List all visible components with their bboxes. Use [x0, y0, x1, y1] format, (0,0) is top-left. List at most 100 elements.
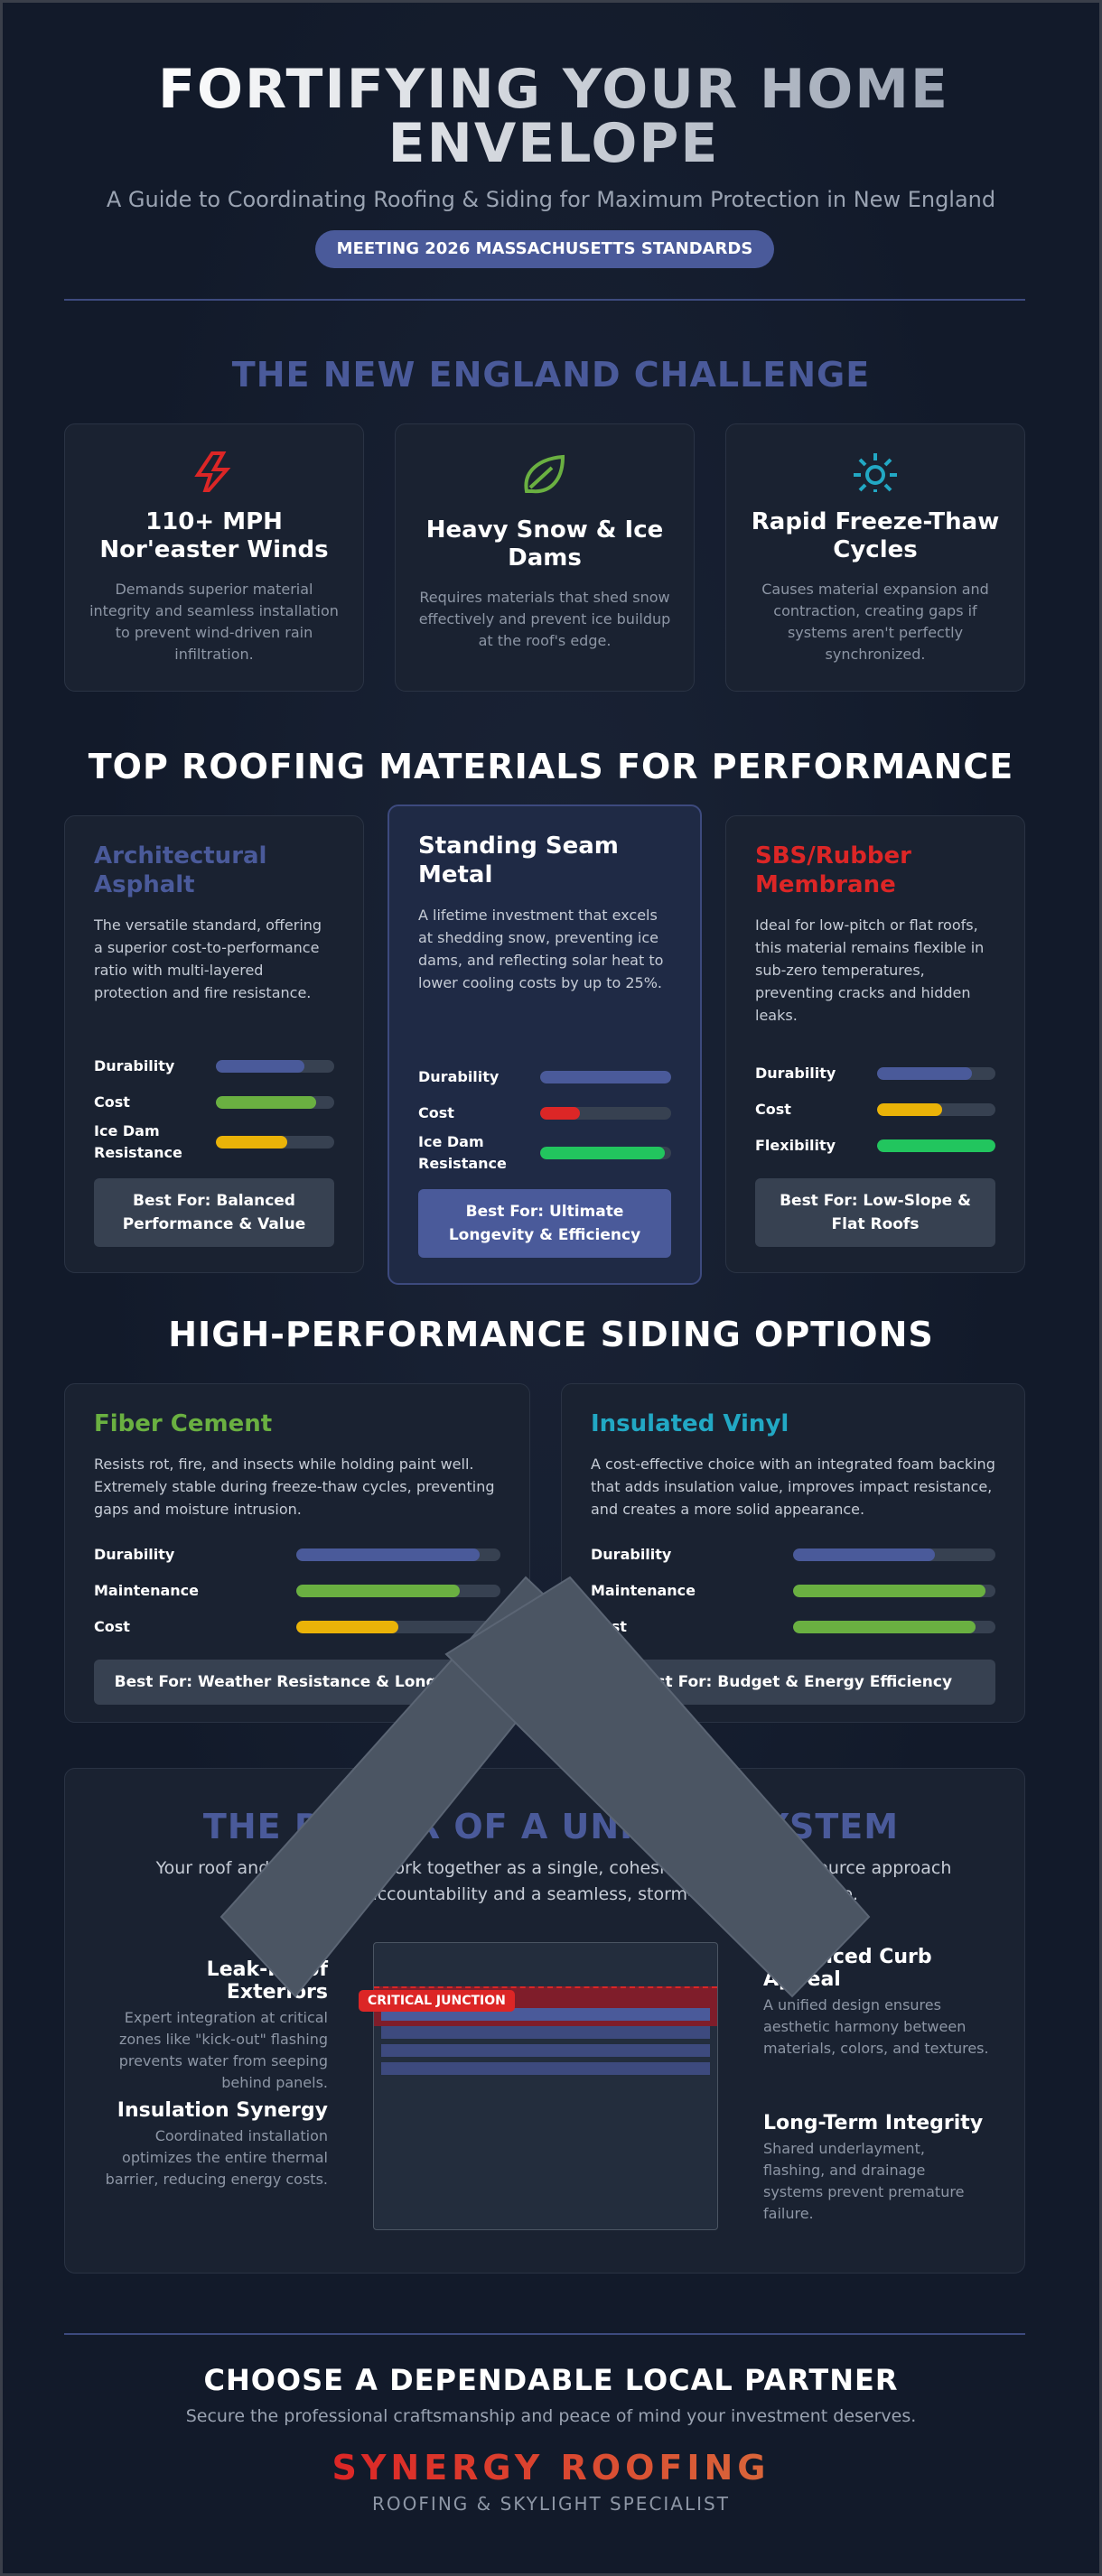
- rating-label: Durability: [755, 1065, 836, 1082]
- feature: Leak-Proof Exteriors Expert integration a…: [102, 1958, 328, 2094]
- rating-row: Durability: [94, 1048, 334, 1084]
- card-title: Heavy Snow & Ice Dams: [425, 516, 664, 572]
- subtitle: A Guide to Coordinating Roofing & Siding…: [106, 187, 996, 212]
- rating-bar: [877, 1139, 995, 1152]
- rating-track: [540, 1107, 671, 1120]
- feature-text: Expert integration at critical zones lik…: [118, 2009, 328, 2091]
- siding-line: [381, 2026, 710, 2039]
- badge: MEETING 2026 MASSACHUSETTS STANDARDS: [315, 230, 774, 268]
- card-title: Rapid Freeze-Thaw Cycles: [751, 508, 1000, 563]
- card-text: Resists rot, fire, and insects while hol…: [94, 1455, 495, 1518]
- roof-overlay: [219, 1576, 871, 1998]
- card-title: Fiber Cement: [94, 1410, 273, 1437]
- rating-label: Durability: [418, 1068, 500, 1085]
- header: FORTIFYING YOUR HOME ENVELOPE: [3, 62, 1099, 171]
- rating-bar: [540, 1107, 580, 1120]
- siding-line: [381, 2062, 710, 2075]
- rating-label: Cost: [94, 1093, 130, 1111]
- section-heading: HIGH-PERFORMANCE SIDING OPTIONS: [168, 1315, 934, 1354]
- rating-track: [793, 1548, 995, 1561]
- rating-bar: [793, 1548, 935, 1561]
- rating-label: Durability: [94, 1057, 175, 1074]
- wind-icon: [194, 451, 231, 492]
- title: FORTIFYING YOUR HOME ENVELOPE: [147, 62, 960, 171]
- section-heading: THE NEW ENGLAND CHALLENGE: [231, 355, 871, 395]
- rating-track: [216, 1136, 334, 1149]
- roof-arm: [444, 1576, 871, 1998]
- tagline: ROOFING & SKYLIGHT SPECIALIST: [372, 2493, 730, 2515]
- divider: [64, 299, 1025, 301]
- feature: Long-Term Integrity Shared underlayment, …: [763, 2112, 989, 2225]
- rating-bar: [296, 1621, 398, 1633]
- card-text: Requires materials that shed snow effect…: [418, 589, 671, 649]
- card-text: Demands superior material integrity and …: [89, 581, 339, 663]
- rating-track: [216, 1096, 334, 1109]
- challenge-card: 110+ MPH Nor'easter Winds Demands superio…: [64, 423, 364, 692]
- roofing-card: Architectural Asphalt The versatile stand…: [64, 815, 364, 1273]
- rating-row: Cost: [94, 1084, 334, 1121]
- rating-track: [540, 1071, 671, 1083]
- rating-bar: [296, 1548, 481, 1561]
- rating-bar: [793, 1585, 985, 1597]
- feature-text: Shared underlayment, flashing, and drain…: [763, 2140, 965, 2222]
- rating-track: [216, 1060, 334, 1073]
- rating-row: Maintenance: [591, 1573, 995, 1609]
- feature-text: Coordinated installation optimizes the e…: [105, 2127, 328, 2188]
- card-title: Insulated Vinyl: [591, 1410, 789, 1437]
- footer-heading: CHOOSE A DEPENDABLE LOCAL PARTNER: [203, 2363, 899, 2397]
- rating-label: Cost: [94, 1618, 130, 1635]
- card-title: Architectural Asphalt: [94, 842, 267, 898]
- card-text: A lifetime investment that excels at she…: [418, 907, 664, 991]
- rating-row: Durability: [591, 1537, 995, 1573]
- rating-track: [296, 1548, 500, 1561]
- rating-bar: [296, 1585, 460, 1597]
- rating-track: [296, 1585, 500, 1597]
- card-title: SBS/Rubber Membrane: [755, 842, 911, 898]
- card-text: Ideal for low-pitch or flat roofs, this …: [755, 916, 985, 1024]
- rating-row: Durability: [418, 1059, 671, 1095]
- rating-bar: [793, 1621, 976, 1633]
- roofing-card: Standing Seam Metal A lifetime investment…: [388, 804, 702, 1285]
- rating-row: Durability: [94, 1537, 500, 1573]
- footer-text: Secure the professional craftsmanship an…: [185, 2406, 917, 2426]
- rating-bar: [216, 1060, 305, 1073]
- feature-title: Long-Term Integrity: [763, 2112, 984, 2134]
- brand-wrap: SYNERGY ROOFING: [3, 2448, 1099, 2488]
- best-for: Best For: Low-Slope & Flat Roofs: [755, 1178, 995, 1247]
- ratings: Durability Cost Flexibility: [755, 1056, 995, 1164]
- ratings: Durability Cost Ice Dam Resistance: [418, 1059, 671, 1175]
- rating-label: Ice Dam Resistance: [94, 1122, 182, 1161]
- rating-track: [540, 1147, 671, 1159]
- feature: Insulation Synergy Coordinated installati…: [102, 2099, 328, 2190]
- section-heading: TOP ROOFING MATERIALS FOR PERFORMANCE: [88, 747, 1014, 786]
- rating-track: [877, 1103, 995, 1116]
- best-for: Best For: Balanced Performance & Value: [94, 1178, 334, 1247]
- challenge-card: Heavy Snow & Ice Dams Requires materials …: [395, 423, 695, 692]
- sun-icon: [854, 453, 897, 492]
- rating-label: Durability: [94, 1546, 175, 1563]
- ratings: Durability Maintenance Cost: [94, 1537, 500, 1645]
- rating-row: Durability: [755, 1056, 995, 1092]
- rating-bar: [877, 1103, 943, 1116]
- card-title: 110+ MPH Nor'easter Winds: [99, 508, 329, 563]
- rating-label: Flexibility: [755, 1137, 836, 1154]
- brand: SYNERGY ROOFING: [332, 2448, 770, 2488]
- feature-title: Insulation Synergy: [117, 2099, 328, 2122]
- rating-row: Ice Dam Resistance: [94, 1121, 334, 1164]
- rating-track: [877, 1139, 995, 1152]
- rating-row: Cost: [94, 1609, 500, 1645]
- roofing-card: SBS/Rubber Membrane Ideal for low-pitch o…: [725, 815, 1025, 1273]
- rating-bar: [540, 1147, 665, 1159]
- rating-track: [877, 1067, 995, 1080]
- divider: [64, 2333, 1025, 2335]
- rating-track: [296, 1621, 500, 1633]
- rating-row: Flexibility: [755, 1128, 995, 1164]
- rating-bar: [877, 1067, 972, 1080]
- rating-row: Ice Dam Resistance: [418, 1131, 671, 1175]
- siding-card: Insulated Vinyl A cost-effective choice w…: [561, 1383, 1025, 1723]
- rating-label: Durability: [591, 1546, 672, 1563]
- rating-bar: [540, 1071, 671, 1083]
- rating-track: [793, 1585, 995, 1597]
- rating-bar: [216, 1096, 317, 1109]
